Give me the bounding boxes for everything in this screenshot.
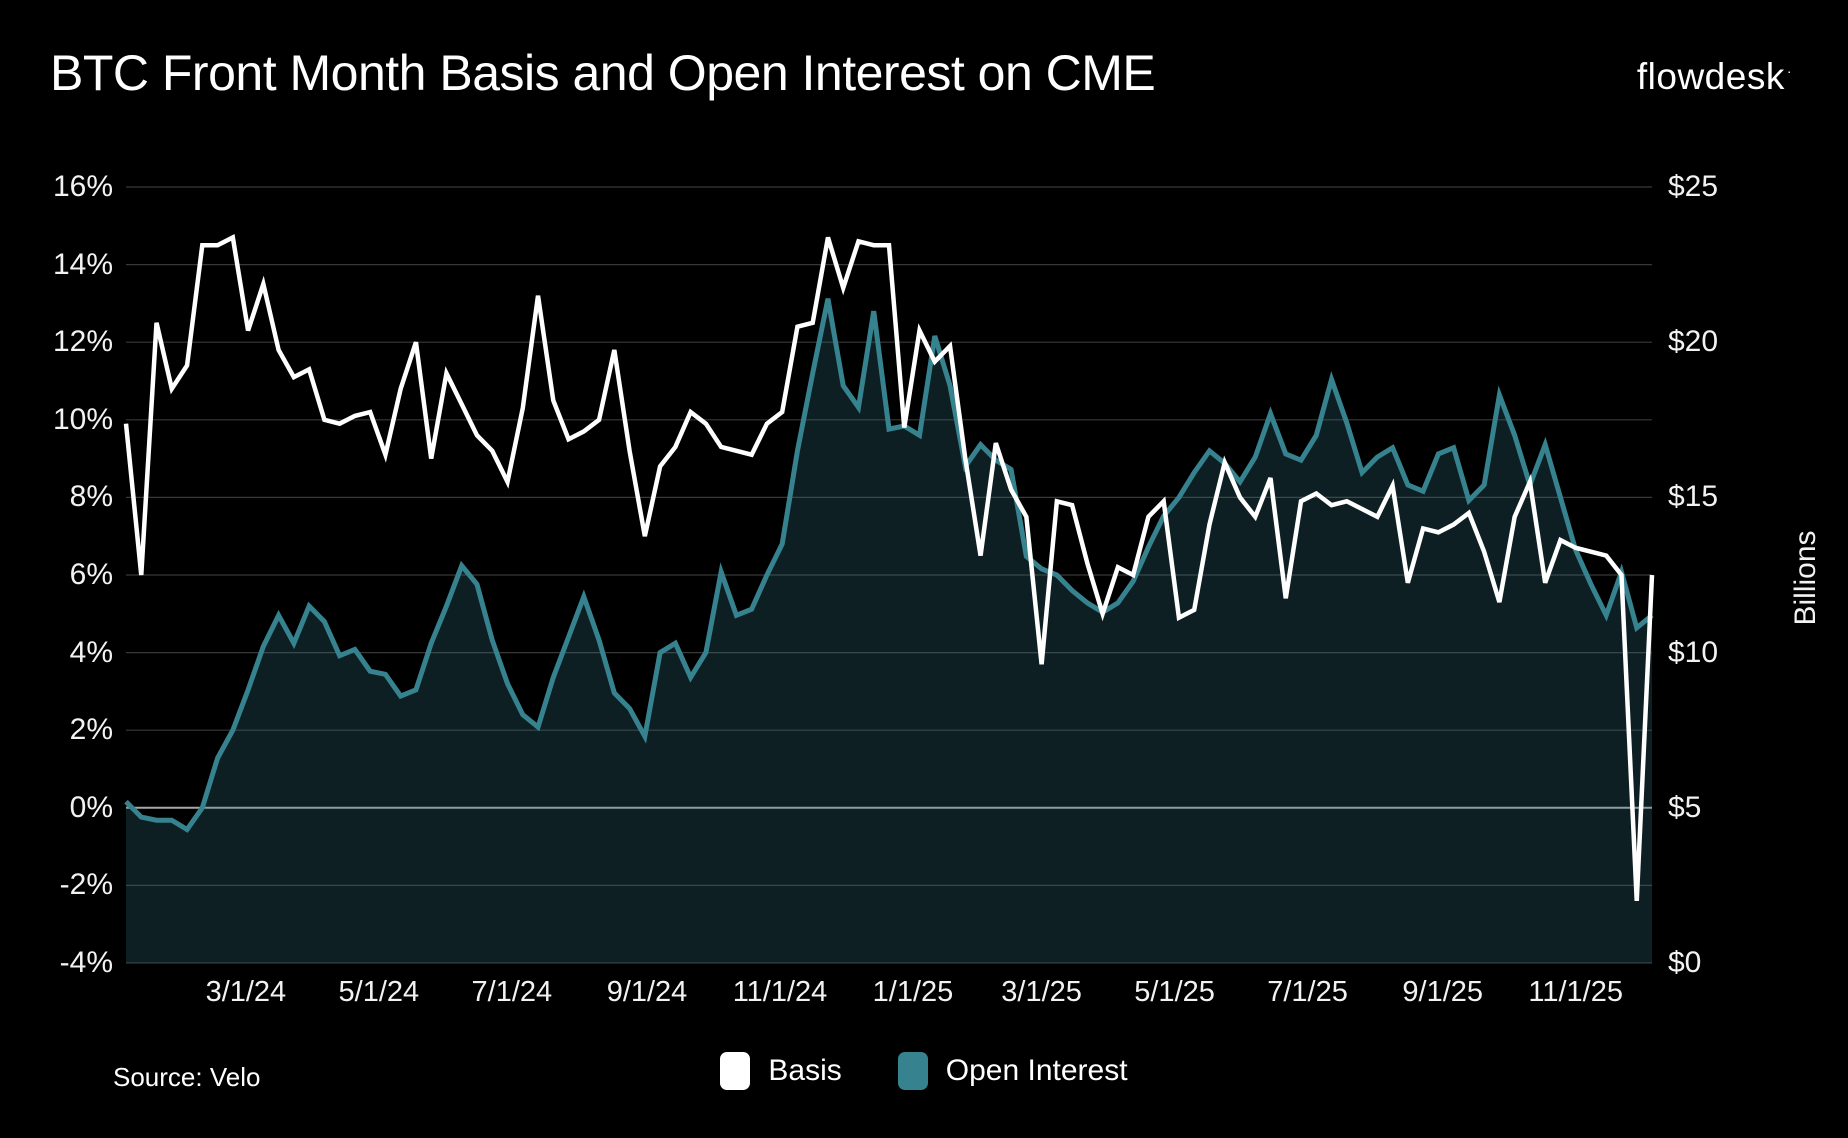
y-axis-right-title: Billions [1789, 530, 1822, 626]
legend-item-basis: Basis [720, 1052, 842, 1090]
legend-item-open-interest: Open Interest [897, 1052, 1128, 1090]
x-axis-tick-label: 3/1/25 [1001, 976, 1082, 1008]
y-axis-right-tick-label: $15 [1668, 480, 1719, 514]
logo-text: flowdesk [1636, 56, 1785, 97]
y-axis-right-tick-label: $25 [1668, 170, 1719, 203]
x-axis-tick-label: 7/1/25 [1267, 976, 1348, 1008]
x-axis-tick-label: 11/1/24 [732, 976, 828, 1008]
chart-title: BTC Front Month Basis and Open Interest … [50, 45, 1156, 101]
y-axis-left-tick-label: 16% [52, 170, 113, 203]
open-interest-area [126, 298, 1652, 963]
x-axis-tick-label: 5/1/25 [1134, 976, 1215, 1008]
y-axis-left-tick-label: -2% [59, 868, 113, 902]
basis-line [123, 234, 1655, 902]
y-axis-right-tick-label: $0 [1668, 946, 1702, 979]
basis-swatch-icon [720, 1052, 751, 1090]
y-axis-right: $25 $20 $15 $10 $5 $0 [1668, 0, 1788, 1138]
x-axis-tick-label: 5/1/24 [338, 976, 420, 1008]
y-axis-right-tick-label: $20 [1668, 325, 1719, 359]
y-axis-left-tick-label: -4% [59, 946, 113, 979]
legend-label-basis: Basis [768, 1054, 842, 1087]
x-axis-tick-label: 11/1/25 [1528, 976, 1623, 1008]
y-axis-right-tick-label: $5 [1668, 790, 1702, 824]
source-note: Source: Velo [113, 1062, 261, 1092]
y-axis-left: 16% 14% 12% 10% 8% 6% 4% 2% 0% -2% -4% [0, 0, 113, 1138]
flowdesk-logo: flowdesk · [1637, 56, 1792, 98]
y-axis-left-tick-label: 4% [69, 635, 113, 669]
logo-trademark-icon: · [1786, 62, 1792, 79]
y-axis-left-tick-label: 6% [69, 558, 113, 591]
x-axis-tick-label: 1/1/25 [872, 976, 954, 1008]
x-axis-tick-label: 3/1/24 [205, 976, 287, 1008]
legend-label-open-interest: Open Interest [945, 1054, 1128, 1087]
x-axis-tick-label: 9/1/25 [1402, 976, 1484, 1008]
y-axis-left-tick-label: 2% [69, 713, 113, 747]
y-axis-left-tick-label: 14% [52, 247, 113, 281]
open-interest-line [124, 298, 1654, 833]
open-interest-swatch-icon [897, 1052, 928, 1090]
chart-legend: Basis Open Interest [0, 1052, 1848, 1090]
y-axis-left-tick-label: 10% [52, 402, 113, 436]
x-axis-tick-label: 9/1/24 [606, 976, 688, 1008]
y-axis-left-tick-label: 8% [69, 480, 113, 514]
x-axis-tick-label: 7/1/24 [471, 976, 553, 1008]
y-axis-right-tick-label: $10 [1668, 635, 1719, 669]
y-axis-left-tick-label: 0% [69, 790, 113, 824]
y-axis-left-tick-label: 12% [52, 325, 113, 359]
